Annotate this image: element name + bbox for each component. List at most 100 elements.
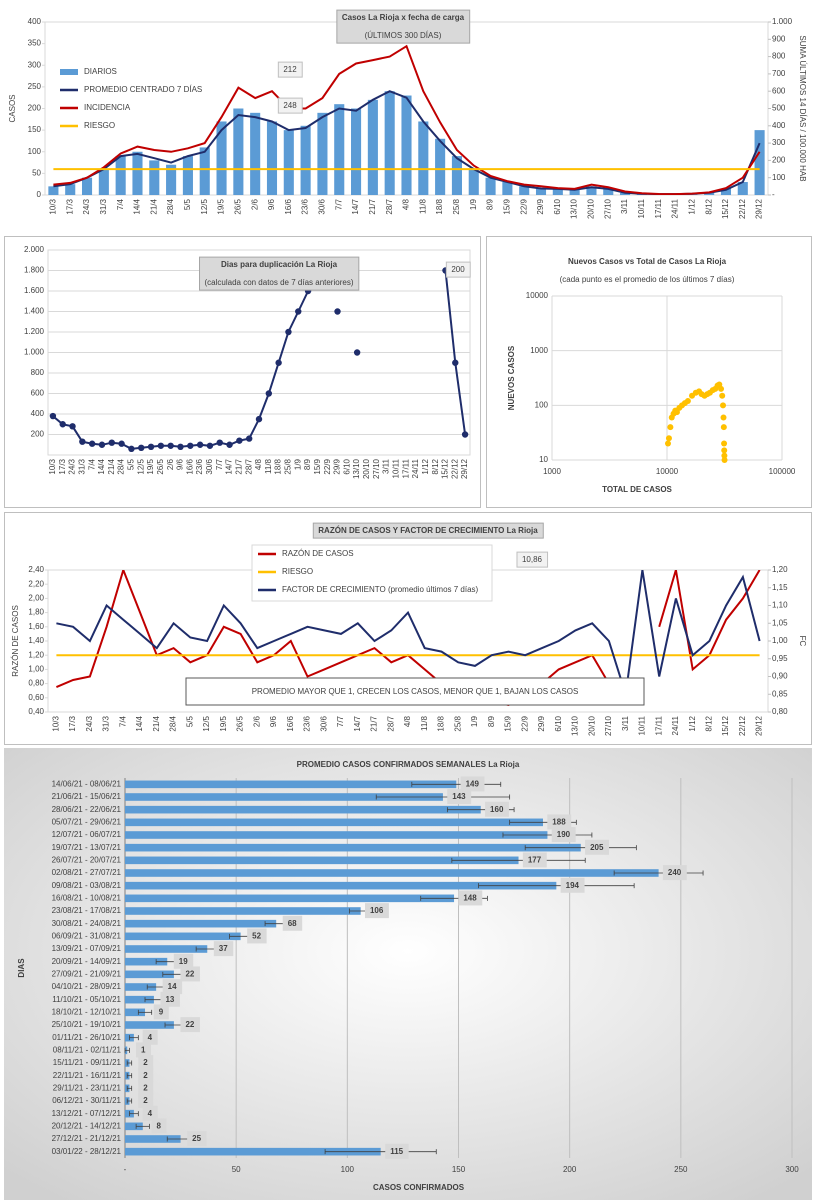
chart-title: Casos La Rioja x fecha de carga xyxy=(342,13,465,22)
x-tick-label: 5/5 xyxy=(127,458,136,470)
x-tick-label: 21/4 xyxy=(149,198,158,214)
y-tick-label: 10000 xyxy=(526,291,549,300)
chart-title: Dias para duplicación La Rioja xyxy=(221,260,338,269)
data-label: 2 xyxy=(143,1058,148,1067)
x-tick-label: 12/5 xyxy=(202,715,211,731)
y-axis-label: NUEVOS CASOS xyxy=(507,345,516,410)
x-tick-label: 17/3 xyxy=(65,198,74,214)
x-tick-label: 9/6 xyxy=(267,198,276,210)
label-box xyxy=(173,953,194,969)
label-box xyxy=(138,1080,154,1096)
y-tick-label: 50 xyxy=(32,168,41,177)
marker xyxy=(334,308,341,315)
x-tick-label: 17/11 xyxy=(401,458,410,478)
y-tick-label: 1.800 xyxy=(24,266,45,275)
x-tick-label: 6/10 xyxy=(554,715,563,731)
marker xyxy=(295,308,302,315)
x-tick-label: 15/12 xyxy=(441,458,450,479)
data-label: 2 xyxy=(143,1096,148,1105)
bar xyxy=(125,780,457,789)
y2-tick-label: 300 xyxy=(772,138,786,147)
label-box xyxy=(180,966,200,982)
y-tick-label: 19/07/21 - 13/07/21 xyxy=(52,843,122,852)
y-axis-label: CASOS xyxy=(8,94,17,122)
data-label: 115 xyxy=(390,1147,403,1156)
bar xyxy=(468,169,479,195)
series-line xyxy=(52,270,319,450)
point xyxy=(720,402,727,409)
data-label: 143 xyxy=(452,792,466,801)
y-tick-label: 30/08/21 - 24/08/21 xyxy=(52,919,122,928)
bar xyxy=(569,189,580,195)
x-tick-label: 27/10 xyxy=(372,458,381,479)
y-tick-label: 300 xyxy=(28,60,42,69)
x-tick-label: 11/8 xyxy=(420,715,429,731)
y-tick-label: 04/10/21 - 28/09/21 xyxy=(52,982,122,991)
x-tick-label: 10/11 xyxy=(637,198,646,218)
marker xyxy=(285,328,292,336)
bar xyxy=(535,188,547,195)
legend-label: RIESGO xyxy=(282,567,313,576)
label-box xyxy=(385,1143,409,1159)
marker xyxy=(265,390,273,397)
x-tick-label: 9/6 xyxy=(269,715,278,727)
bar xyxy=(125,869,659,877)
label-box xyxy=(547,814,572,830)
x-tick-label: 8/9 xyxy=(486,198,495,210)
data-label: 37 xyxy=(219,944,228,953)
y-tick-label: 2,00 xyxy=(28,594,44,603)
x-tick-label: 10/11 xyxy=(638,715,647,735)
x-tick-label: 50 xyxy=(232,1165,241,1174)
y2-tick-label: 1,05 xyxy=(772,618,788,627)
bar xyxy=(125,793,443,801)
data-label: 1 xyxy=(141,1045,146,1054)
x-tick-label: 26/5 xyxy=(233,198,242,214)
label-box xyxy=(485,801,509,817)
label-box xyxy=(153,1004,169,1020)
bar xyxy=(485,177,496,195)
x-tick-label: 21/4 xyxy=(107,458,116,474)
point xyxy=(721,457,728,463)
marker xyxy=(157,442,165,449)
x-tick-label: 30/6 xyxy=(318,198,327,214)
x-tick-label: 29/12 xyxy=(460,458,469,479)
data-label: 14 xyxy=(168,982,177,991)
bar xyxy=(704,192,715,195)
label-box xyxy=(138,1055,154,1071)
y-tick-label: 16/08/21 - 10/08/21 xyxy=(52,893,122,902)
x-tick-label: 24/3 xyxy=(82,198,91,214)
label-box xyxy=(585,839,610,855)
label-box xyxy=(151,1118,167,1134)
x-tick-label: 28/4 xyxy=(169,715,178,731)
x-tick-label: 100 xyxy=(341,1165,355,1174)
x-tick-label: 4/8 xyxy=(403,715,412,727)
y-tick-label: 13/09/21 - 07/09/21 xyxy=(52,944,122,953)
label-box xyxy=(180,1017,200,1033)
x-tick-label: 200 xyxy=(563,1165,577,1174)
bar xyxy=(125,945,208,953)
x-tick-label: 24/11 xyxy=(671,198,680,218)
note: PROMEDIO MAYOR QUE 1, CRECEN LOS CASOS, … xyxy=(252,687,579,696)
x-tick-label: 22/9 xyxy=(520,715,529,731)
annotation: 248 xyxy=(283,101,297,110)
data-label: 19 xyxy=(179,957,188,966)
point xyxy=(720,424,727,431)
x-tick-label: 1/12 xyxy=(421,458,430,474)
bar xyxy=(502,182,513,195)
marker xyxy=(88,440,96,447)
x-tick-label: 15/9 xyxy=(313,458,322,474)
x-tick-label: 29/12 xyxy=(755,198,764,219)
y-axis-label: DIAS xyxy=(17,958,26,978)
x-tick-label: 27/10 xyxy=(604,715,613,736)
marker xyxy=(79,438,86,445)
panel xyxy=(486,236,812,508)
y-tick-label: 350 xyxy=(28,39,42,48)
x-tick-label: 28/4 xyxy=(117,458,126,474)
x-tick-label: 1/9 xyxy=(469,198,478,210)
x-tick-label: 23/6 xyxy=(301,198,310,214)
x-tick-label: 18/8 xyxy=(274,458,283,474)
x-tick-label: 30/6 xyxy=(319,715,328,731)
x-tick-label: 8/12 xyxy=(431,458,440,474)
data-label: 4 xyxy=(148,1109,153,1118)
